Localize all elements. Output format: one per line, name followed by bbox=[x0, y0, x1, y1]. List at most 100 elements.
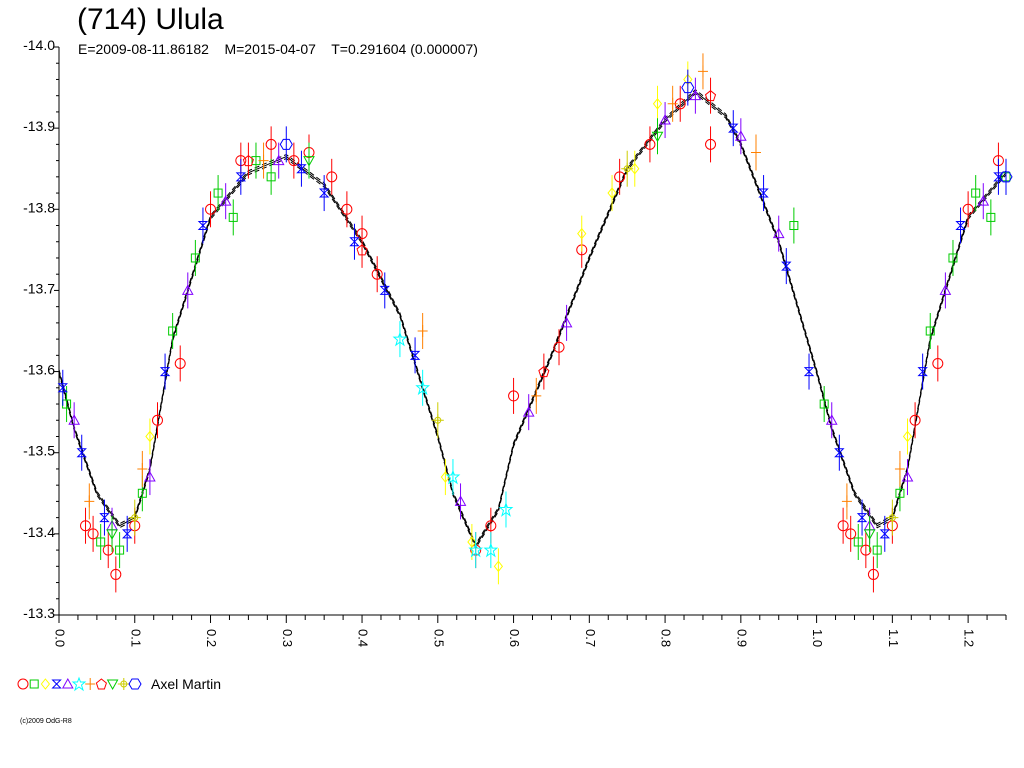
legend-marker bbox=[95, 678, 107, 690]
point-marker bbox=[96, 537, 106, 547]
data-point bbox=[681, 69, 695, 106]
point-marker bbox=[659, 113, 671, 125]
data-point bbox=[379, 272, 390, 309]
data-point bbox=[704, 77, 717, 114]
data-point bbox=[841, 483, 852, 520]
marker-hexagon bbox=[999, 171, 1013, 183]
data-point bbox=[860, 532, 872, 569]
point-marker bbox=[288, 155, 300, 167]
data-point bbox=[789, 207, 799, 244]
legend-marker bbox=[106, 679, 119, 691]
data-point bbox=[110, 556, 122, 593]
data-point bbox=[296, 150, 307, 187]
data-point bbox=[986, 199, 996, 236]
data-point bbox=[265, 126, 277, 163]
marker-diamond bbox=[607, 187, 617, 199]
series-down-triangle bbox=[106, 118, 876, 552]
legend-symbol-circle bbox=[17, 678, 29, 690]
point-marker bbox=[303, 156, 315, 167]
marker-circle bbox=[837, 520, 849, 532]
marker-triangle bbox=[181, 284, 194, 295]
marker-circle bbox=[860, 544, 872, 556]
marker-sun-rays bbox=[886, 511, 899, 524]
marker-down-triangle bbox=[863, 529, 876, 540]
point-marker bbox=[205, 203, 217, 215]
marker-triangle bbox=[772, 227, 785, 239]
marker-cross bbox=[841, 495, 852, 508]
point-marker bbox=[860, 544, 872, 556]
data-point bbox=[531, 377, 542, 414]
marker-triangle bbox=[734, 130, 747, 141]
data-point bbox=[948, 239, 958, 276]
marker-square bbox=[986, 212, 996, 222]
data-point bbox=[303, 142, 315, 179]
series-diamond bbox=[145, 61, 913, 585]
data-point bbox=[697, 53, 708, 90]
marker-square bbox=[29, 679, 39, 689]
marker-circle bbox=[17, 678, 29, 690]
data-point bbox=[621, 150, 634, 187]
point-marker bbox=[349, 237, 360, 247]
marker-circle bbox=[371, 268, 383, 280]
marker-triangle bbox=[939, 284, 952, 295]
marker-down-triangle bbox=[303, 156, 315, 167]
legend-marker bbox=[40, 678, 51, 690]
marker-pentagon bbox=[95, 678, 107, 690]
marker-circle bbox=[962, 203, 974, 215]
series-pentagon bbox=[242, 77, 717, 390]
marker-triangle bbox=[272, 154, 285, 166]
marker-triangle bbox=[825, 414, 838, 425]
point-marker bbox=[445, 469, 461, 485]
point-marker bbox=[863, 529, 876, 540]
data-point bbox=[728, 110, 739, 147]
y-tick-label: -13.7 bbox=[23, 280, 55, 296]
marker-cross bbox=[258, 154, 269, 167]
data-point bbox=[483, 532, 499, 569]
data-point bbox=[258, 142, 269, 179]
marker-triangle bbox=[560, 316, 573, 328]
marker-triangle bbox=[522, 406, 535, 417]
series-square bbox=[62, 142, 1011, 569]
point-marker bbox=[932, 357, 944, 369]
marker-square bbox=[925, 326, 935, 336]
point-marker bbox=[356, 244, 368, 256]
y-tick-label: -13.5 bbox=[23, 443, 55, 459]
point-marker bbox=[734, 130, 747, 141]
marker-square bbox=[228, 212, 238, 222]
point-marker bbox=[213, 188, 223, 198]
point-marker bbox=[272, 154, 285, 166]
marker-square bbox=[137, 488, 147, 498]
data-point bbox=[115, 532, 125, 569]
marker-square bbox=[190, 253, 200, 263]
legend-symbol-pentagon bbox=[95, 678, 107, 690]
marker-cross bbox=[894, 462, 905, 475]
data-point bbox=[909, 402, 921, 439]
point-marker bbox=[867, 568, 879, 580]
marker-down-triangle bbox=[106, 679, 119, 691]
point-marker bbox=[651, 131, 664, 143]
point-marker bbox=[102, 544, 114, 556]
point-marker bbox=[168, 326, 178, 336]
chart-subtitle: E=2009-08-11.86182 M=2015-04-07 T=0.2916… bbox=[78, 41, 478, 57]
marker-hourglass bbox=[76, 448, 87, 458]
data-point bbox=[219, 183, 232, 220]
marker-sun-rays bbox=[117, 678, 130, 690]
marker-cross bbox=[84, 495, 95, 508]
point-marker bbox=[750, 146, 761, 159]
marker-triangle bbox=[977, 195, 990, 206]
data-point bbox=[493, 548, 504, 585]
marker-hexagon bbox=[279, 138, 293, 150]
data-point bbox=[825, 402, 838, 439]
data-point bbox=[341, 191, 353, 228]
point-marker bbox=[190, 253, 200, 263]
data-point bbox=[498, 491, 514, 528]
marker-cross bbox=[531, 389, 542, 402]
marker-sun-rays bbox=[128, 511, 141, 524]
marker-hourglass bbox=[879, 529, 890, 539]
data-point bbox=[145, 418, 155, 455]
point-marker bbox=[667, 97, 678, 110]
point-marker bbox=[704, 90, 717, 102]
legend-marker bbox=[117, 678, 130, 690]
marker-square bbox=[266, 172, 276, 182]
point-marker bbox=[417, 325, 428, 337]
